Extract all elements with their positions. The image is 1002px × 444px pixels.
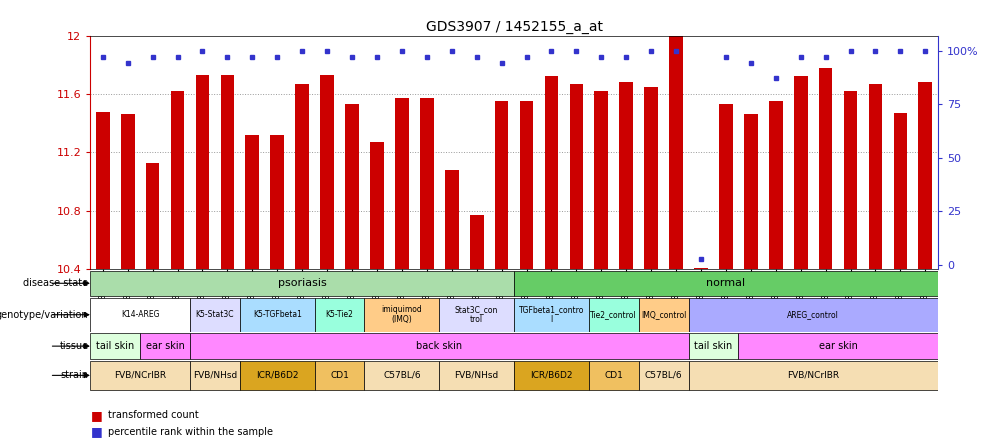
Bar <box>693 268 707 270</box>
Bar <box>315 361 364 390</box>
Text: tail skin: tail skin <box>693 341 731 351</box>
Text: Stat3C_con
trol: Stat3C_con trol <box>455 305 498 325</box>
Text: genotype/variation: genotype/variation <box>0 310 88 320</box>
Bar <box>189 361 239 390</box>
Bar <box>569 84 582 270</box>
Bar <box>718 104 732 270</box>
Bar <box>90 333 140 359</box>
Bar <box>271 135 284 270</box>
Bar <box>189 333 687 359</box>
Bar <box>420 99 433 270</box>
Text: CD1: CD1 <box>330 371 349 380</box>
Bar <box>668 36 682 270</box>
Bar <box>220 75 234 270</box>
Text: IMQ_control: IMQ_control <box>640 310 685 319</box>
Bar <box>145 163 159 270</box>
Text: disease state: disease state <box>23 278 88 288</box>
Bar <box>513 270 937 296</box>
Bar <box>90 298 189 332</box>
Bar <box>140 333 189 359</box>
Bar <box>638 361 687 390</box>
Bar <box>239 298 315 332</box>
Bar <box>120 115 134 270</box>
Bar <box>395 99 408 270</box>
Text: K5-Tie2: K5-Tie2 <box>326 310 353 319</box>
Text: C57BL/6: C57BL/6 <box>644 371 681 380</box>
Title: GDS3907 / 1452155_a_at: GDS3907 / 1452155_a_at <box>425 20 602 35</box>
Text: ■: ■ <box>91 425 103 439</box>
Text: FVB/NCrIBR: FVB/NCrIBR <box>114 371 166 380</box>
Text: C57BL/6: C57BL/6 <box>383 371 420 380</box>
Bar <box>643 87 657 270</box>
Text: Tie2_control: Tie2_control <box>590 310 636 319</box>
Text: normal: normal <box>705 278 744 288</box>
Text: FVB/NHsd: FVB/NHsd <box>192 371 236 380</box>
Bar <box>588 361 638 390</box>
Bar <box>769 101 782 270</box>
Bar <box>96 111 109 270</box>
Bar <box>513 298 588 332</box>
Bar <box>189 298 239 332</box>
Bar <box>519 101 533 270</box>
Text: percentile rank within the sample: percentile rank within the sample <box>108 427 274 437</box>
Bar <box>364 361 439 390</box>
Bar <box>315 298 364 332</box>
Bar <box>439 298 513 332</box>
Text: ear skin: ear skin <box>145 341 184 351</box>
Bar <box>687 333 737 359</box>
Text: tissue: tissue <box>59 341 88 351</box>
Text: ICR/B6D2: ICR/B6D2 <box>256 371 299 380</box>
Text: back skin: back skin <box>416 341 462 351</box>
Text: imiquimod
(IMQ): imiquimod (IMQ) <box>381 305 422 325</box>
Text: CD1: CD1 <box>604 371 622 380</box>
Bar <box>893 113 907 270</box>
Bar <box>439 361 513 390</box>
Bar <box>687 361 937 390</box>
Bar <box>239 361 315 390</box>
Bar <box>918 82 931 270</box>
Bar <box>494 101 508 270</box>
Bar <box>638 298 687 332</box>
Text: K5-Stat3C: K5-Stat3C <box>195 310 233 319</box>
Text: TGFbeta1_contro
l: TGFbeta1_contro l <box>518 305 583 325</box>
Bar <box>345 104 359 270</box>
Bar <box>320 75 334 270</box>
Bar <box>370 142 384 270</box>
Bar <box>195 75 209 270</box>
Bar <box>245 135 259 270</box>
Bar <box>818 67 832 270</box>
Bar <box>737 333 937 359</box>
Text: strain: strain <box>60 370 88 381</box>
Bar <box>793 76 807 270</box>
Bar <box>445 170 458 270</box>
Text: FVB/NCrIBR: FVB/NCrIBR <box>787 371 839 380</box>
Bar <box>619 82 632 270</box>
Text: ■: ■ <box>91 408 103 422</box>
Bar <box>843 91 857 270</box>
Text: K14-AREG: K14-AREG <box>121 310 159 319</box>
Bar <box>743 115 757 270</box>
Bar <box>588 298 638 332</box>
Text: ear skin: ear skin <box>818 341 857 351</box>
Bar <box>170 91 184 270</box>
Text: ICR/B6D2: ICR/B6D2 <box>530 371 572 380</box>
Bar <box>364 298 439 332</box>
Text: psoriasis: psoriasis <box>278 278 327 288</box>
Bar <box>90 270 513 296</box>
Bar <box>687 298 937 332</box>
Bar <box>594 91 607 270</box>
Bar <box>513 361 588 390</box>
Text: tail skin: tail skin <box>96 341 134 351</box>
Bar <box>295 84 309 270</box>
Bar <box>90 361 189 390</box>
Text: transformed count: transformed count <box>108 410 198 420</box>
Bar <box>868 84 882 270</box>
Text: AREG_control: AREG_control <box>787 310 839 319</box>
Text: K5-TGFbeta1: K5-TGFbeta1 <box>253 310 302 319</box>
Bar <box>544 76 558 270</box>
Text: FVB/NHsd: FVB/NHsd <box>454 371 498 380</box>
Bar <box>469 215 483 270</box>
